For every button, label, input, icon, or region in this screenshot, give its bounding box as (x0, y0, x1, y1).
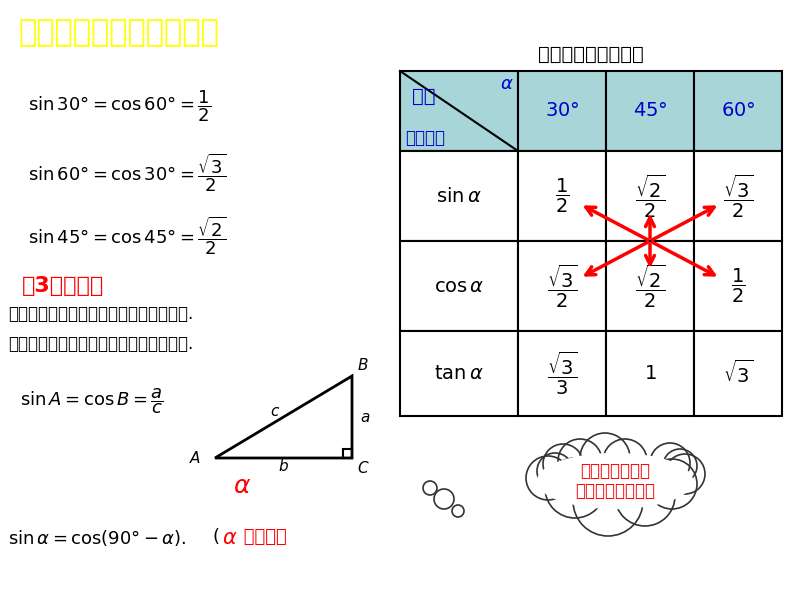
Text: 为锐角）: 为锐角） (238, 528, 287, 546)
Text: $\alpha$: $\alpha$ (233, 474, 251, 498)
Circle shape (452, 505, 464, 517)
Text: $\dfrac{\sqrt{3}}{2}$: $\dfrac{\sqrt{3}}{2}$ (546, 262, 577, 309)
Circle shape (615, 466, 675, 526)
Bar (694, 331, 782, 416)
Text: $\sin A=\cos B=\dfrac{a}{c}$: $\sin A=\cos B=\dfrac{a}{c}$ (20, 386, 164, 415)
Text: （3）互余性: （3）互余性 (22, 276, 104, 296)
Bar (518, 151, 606, 241)
Text: 锐角: 锐角 (412, 87, 435, 106)
Circle shape (665, 454, 705, 494)
Text: $a$: $a$ (360, 409, 370, 424)
Text: $\alpha$: $\alpha$ (222, 528, 237, 548)
Text: $\sin 60°=\cos 30°=\dfrac{\sqrt{3}}{2}$: $\sin 60°=\cos 30°=\dfrac{\sqrt{3}}{2}$ (28, 151, 226, 194)
Text: $\dfrac{1}{2}$: $\dfrac{1}{2}$ (730, 267, 746, 305)
Bar (694, 71, 782, 151)
Text: (: ( (212, 528, 219, 546)
Circle shape (650, 443, 690, 483)
Text: $\dfrac{\sqrt{3}}{2}$: $\dfrac{\sqrt{3}}{2}$ (723, 172, 754, 219)
Circle shape (537, 453, 573, 489)
Bar (400, 331, 518, 416)
Text: $\dfrac{\sqrt{3}}{3}$: $\dfrac{\sqrt{3}}{3}$ (546, 350, 577, 397)
Text: 三角函数: 三角函数 (405, 129, 445, 147)
Ellipse shape (538, 454, 692, 508)
Circle shape (663, 449, 697, 483)
Text: 富的数学特性哟！: 富的数学特性哟！ (575, 482, 655, 500)
Text: 一个锐角的正弦值等于它的余角的余弦值.: 一个锐角的正弦值等于它的余角的余弦值. (8, 305, 193, 323)
Text: $b$: $b$ (278, 458, 289, 474)
Bar (518, 241, 606, 331)
Text: 特殊角的三角函数表: 特殊角的三角函数表 (538, 45, 644, 64)
Circle shape (558, 439, 602, 483)
Text: $\sin\alpha=\cos(90°-\alpha).$: $\sin\alpha=\cos(90°-\alpha).$ (8, 528, 187, 548)
Bar (400, 71, 518, 151)
Text: $\dfrac{\sqrt{2}}{2}$: $\dfrac{\sqrt{2}}{2}$ (634, 172, 665, 219)
Text: $1$: $1$ (644, 364, 657, 383)
Text: $\alpha$: $\alpha$ (500, 75, 514, 93)
Bar (606, 331, 694, 416)
Text: $30°$: $30°$ (545, 101, 580, 120)
Text: 三、由表及里，剖析特性: 三、由表及里，剖析特性 (18, 18, 219, 47)
Circle shape (580, 433, 630, 483)
Circle shape (647, 459, 697, 509)
Text: $\sin 30°=\cos 60°=\dfrac{1}{2}$: $\sin 30°=\cos 60°=\dfrac{1}{2}$ (28, 88, 211, 123)
Text: $60°$: $60°$ (721, 101, 755, 120)
Text: $\cos\alpha$: $\cos\alpha$ (434, 277, 484, 296)
Circle shape (423, 481, 437, 495)
Text: $B$: $B$ (357, 357, 368, 373)
Bar (518, 331, 606, 416)
Bar (606, 241, 694, 331)
Circle shape (526, 456, 570, 500)
Circle shape (573, 466, 643, 536)
Circle shape (543, 444, 583, 484)
Text: $c$: $c$ (269, 405, 279, 420)
Circle shape (545, 458, 605, 518)
Text: $\sin\alpha$: $\sin\alpha$ (436, 187, 482, 206)
Text: $\sin 45°=\cos 45°=\dfrac{\sqrt{2}}{2}$: $\sin 45°=\cos 45°=\dfrac{\sqrt{2}}{2}$ (28, 214, 226, 257)
Bar (694, 241, 782, 331)
Text: $\sqrt{3}$: $\sqrt{3}$ (723, 360, 754, 387)
Bar (606, 151, 694, 241)
Text: $A$: $A$ (189, 450, 201, 466)
Circle shape (434, 489, 454, 509)
Bar (694, 151, 782, 241)
Bar (606, 71, 694, 151)
Text: $\dfrac{1}{2}$: $\dfrac{1}{2}$ (555, 177, 569, 215)
Text: $C$: $C$ (357, 460, 369, 476)
Bar (518, 71, 606, 151)
Text: 一个锐角的余弦值等于它的余角的正弦值.: 一个锐角的余弦值等于它的余角的正弦值. (8, 335, 193, 353)
Text: 这张表蕴含了丰: 这张表蕴含了丰 (580, 462, 650, 480)
Bar (400, 151, 518, 241)
Text: $\tan\alpha$: $\tan\alpha$ (434, 364, 484, 383)
Text: $45°$: $45°$ (633, 101, 667, 120)
Text: $\dfrac{\sqrt{2}}{2}$: $\dfrac{\sqrt{2}}{2}$ (634, 262, 665, 309)
Circle shape (603, 439, 647, 483)
Bar (400, 241, 518, 331)
